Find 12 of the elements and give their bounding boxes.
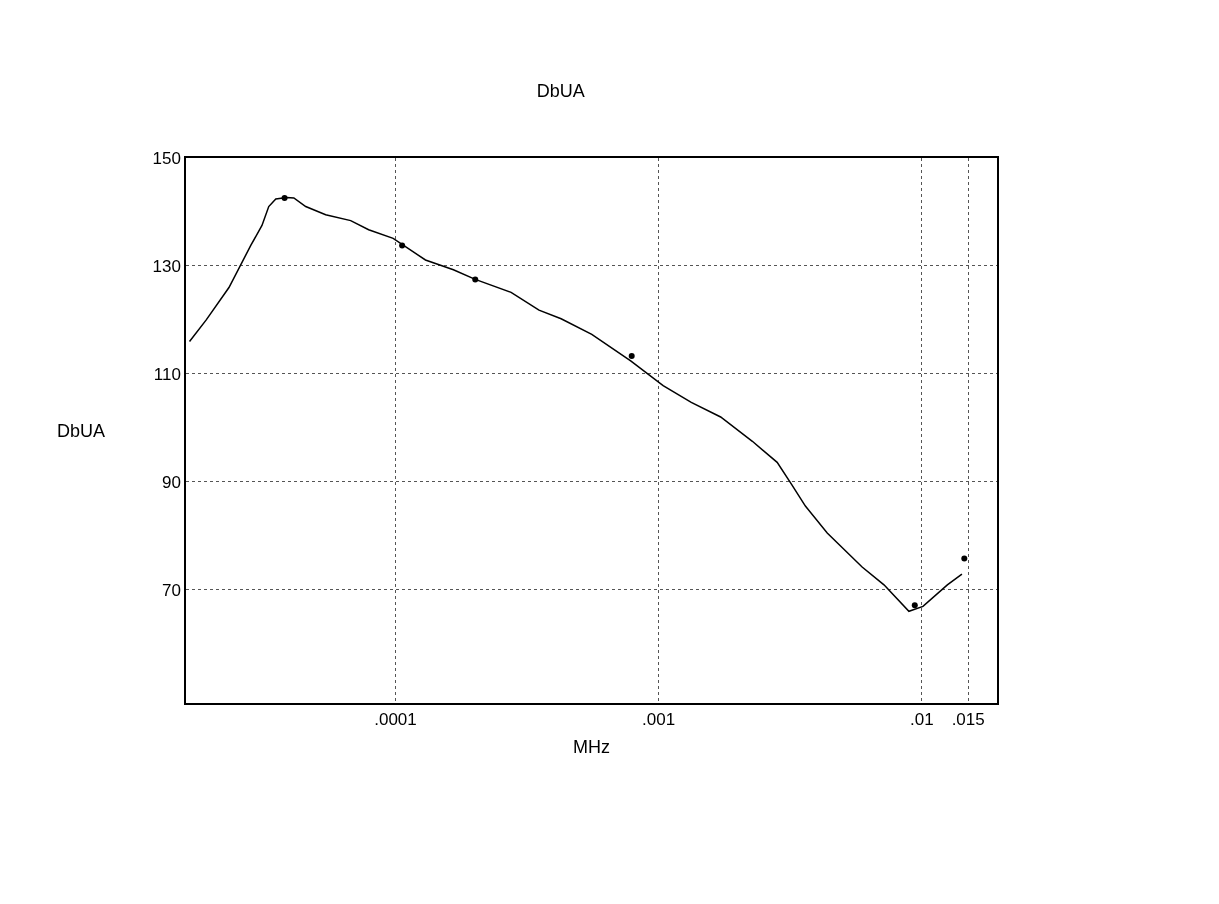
y-tick-label: 110 xyxy=(153,364,181,384)
x-tick-label: .015 xyxy=(951,710,985,730)
chart-title: DbUA xyxy=(536,80,585,101)
x-tick-label: .0001 xyxy=(374,710,417,730)
y-tick-label: 130 xyxy=(152,256,181,276)
x-axis-title: MHz xyxy=(573,736,610,757)
y-tick-label: 70 xyxy=(161,580,181,600)
y-tick-label: 150 xyxy=(152,148,181,168)
x-tick-label: .001 xyxy=(642,710,676,730)
x-tick-label: .01 xyxy=(910,710,934,730)
y-axis-title: DbUA xyxy=(57,421,106,441)
y-tick-label: 90 xyxy=(161,472,181,492)
